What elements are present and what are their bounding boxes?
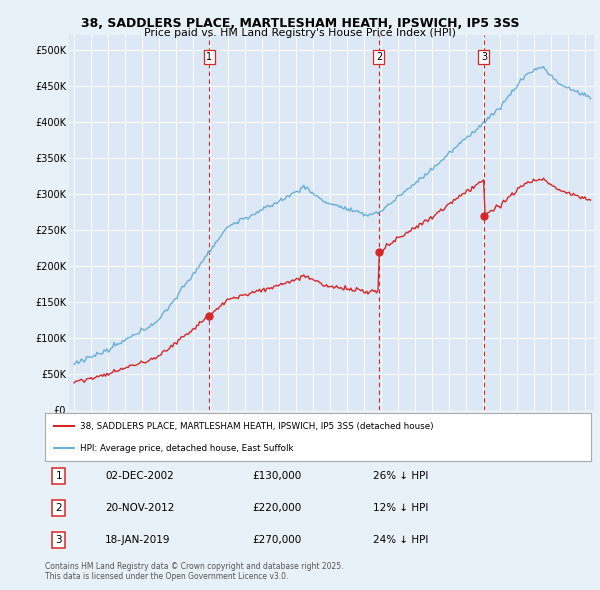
Text: Price paid vs. HM Land Registry's House Price Index (HPI): Price paid vs. HM Land Registry's House … [144,28,456,38]
Text: £130,000: £130,000 [253,471,302,481]
Text: 1: 1 [55,471,62,481]
Text: 2: 2 [55,503,62,513]
Text: 1: 1 [206,52,212,62]
Text: 38, SADDLERS PLACE, MARTLESHAM HEATH, IPSWICH, IP5 3SS: 38, SADDLERS PLACE, MARTLESHAM HEATH, IP… [81,17,519,30]
Text: 26% ↓ HPI: 26% ↓ HPI [373,471,428,481]
Text: HPI: Average price, detached house, East Suffolk: HPI: Average price, detached house, East… [80,444,294,453]
Text: 3: 3 [55,535,62,545]
Text: £220,000: £220,000 [253,503,302,513]
Text: £270,000: £270,000 [253,535,302,545]
Text: 38, SADDLERS PLACE, MARTLESHAM HEATH, IPSWICH, IP5 3SS (detached house): 38, SADDLERS PLACE, MARTLESHAM HEATH, IP… [80,422,434,431]
Text: 12% ↓ HPI: 12% ↓ HPI [373,503,428,513]
Text: 02-DEC-2002: 02-DEC-2002 [105,471,174,481]
Text: Contains HM Land Registry data © Crown copyright and database right 2025.
This d: Contains HM Land Registry data © Crown c… [45,562,343,581]
Text: 24% ↓ HPI: 24% ↓ HPI [373,535,428,545]
Text: 3: 3 [481,52,487,62]
Text: 18-JAN-2019: 18-JAN-2019 [105,535,170,545]
Text: 20-NOV-2012: 20-NOV-2012 [105,503,175,513]
Text: 2: 2 [376,52,382,62]
